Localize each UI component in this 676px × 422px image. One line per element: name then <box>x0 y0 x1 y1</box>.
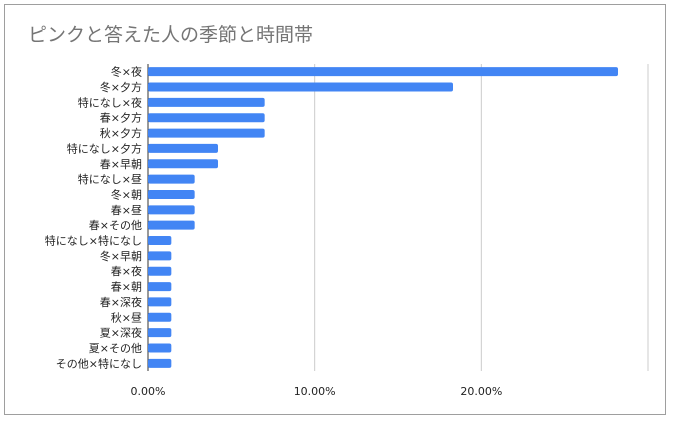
category-label: 春×早朝 <box>100 158 142 171</box>
category-label: 冬×夜 <box>111 65 142 79</box>
bar <box>148 189 195 199</box>
bars <box>148 67 618 368</box>
x-tick-label: 10.00% <box>294 385 336 398</box>
category-label: 冬×朝 <box>111 187 142 201</box>
bar <box>148 312 172 322</box>
category-label: 冬×早朝 <box>100 249 142 263</box>
bar <box>148 97 265 107</box>
x-tick-label: 20.00% <box>460 385 502 398</box>
bar <box>148 236 172 246</box>
bar <box>148 159 218 169</box>
bar <box>148 82 453 92</box>
bar <box>148 266 172 276</box>
bar <box>148 128 265 138</box>
bar <box>148 358 172 368</box>
bar <box>148 220 195 230</box>
category-labels: 冬×夜冬×夕方特になし×夜春×夕方秋×夕方特になし×夕方春×早朝特になし×昼冬×… <box>45 65 142 371</box>
bar <box>148 205 195 215</box>
bar <box>148 343 172 353</box>
grid-lines <box>147 64 649 371</box>
bar <box>148 174 195 184</box>
chart-title: ピンクと答えた人の季節と時間帯 <box>28 24 314 46</box>
category-label: 春×深夜 <box>100 295 142 309</box>
category-label: 特になし×特になし <box>45 234 142 248</box>
category-label: 特になし×昼 <box>78 172 142 186</box>
bar <box>148 113 265 123</box>
category-label: 夏×その他 <box>89 342 142 355</box>
category-label: 秋×昼 <box>111 310 142 324</box>
category-label: 春×夜 <box>111 264 142 278</box>
category-label: 秋×夕方 <box>100 126 142 140</box>
bar <box>148 328 172 338</box>
category-label: その他×特になし <box>56 356 142 370</box>
category-label: 春×昼 <box>111 204 142 217</box>
category-label: 特になし×夜 <box>78 95 142 109</box>
category-label: 春×朝 <box>111 281 142 294</box>
bar <box>148 282 172 292</box>
category-label: 夏×深夜 <box>100 326 142 340</box>
category-label: 春×その他 <box>89 219 142 232</box>
category-label: 冬×夕方 <box>100 80 142 94</box>
x-tick-label: 0.00% <box>131 385 166 398</box>
bar <box>148 297 172 307</box>
category-label: 春×夕方 <box>100 111 142 125</box>
category-label: 特になし×夕方 <box>67 141 142 155</box>
x-tick-labels: 0.00% 10.00% 20.00% <box>131 385 503 398</box>
bar <box>148 143 218 153</box>
bar <box>148 251 172 261</box>
bar <box>148 67 618 77</box>
